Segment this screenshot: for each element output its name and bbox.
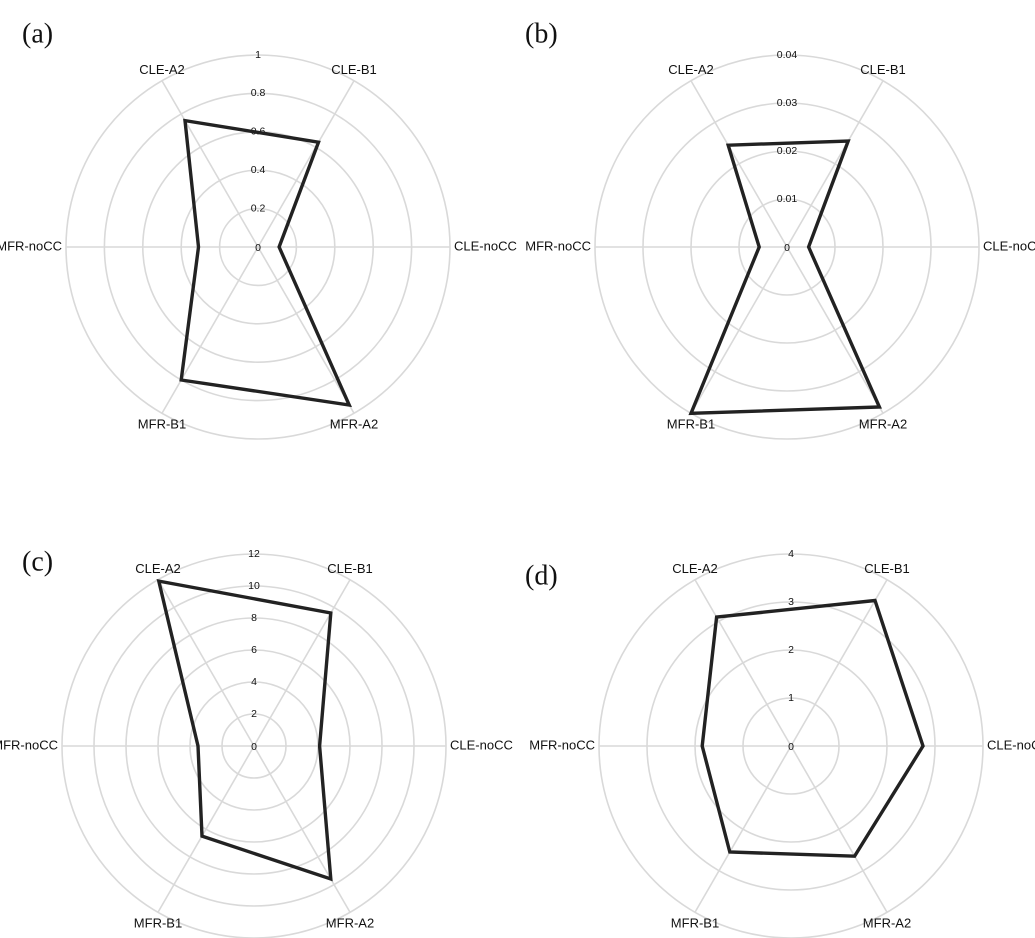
axis-label-cle-a2: CLE-A2 (672, 561, 718, 576)
axis-label-mfr-b1: MFR-B1 (134, 916, 182, 931)
radar-panel: (d) 0 1 2 3 4 CLE-noCC CLE-B1 CLE-A2 MFR-noCC MFR-… (525, 548, 1035, 938)
axis-spoke-mfr-b1 (161, 246, 259, 414)
tick-label: 6 (251, 644, 257, 656)
axis-label-mfr-nocc: MFR-noCC (0, 238, 62, 253)
axis-label-mfr-nocc: MFR-noCC (525, 238, 591, 253)
tick-label: 0 (251, 741, 257, 753)
tick-label: 0 (255, 242, 261, 254)
tick-label: 0.2 (251, 202, 266, 214)
axis-spoke-cle-b1 (790, 579, 888, 747)
axis-spoke-cle-a2 (157, 579, 255, 747)
axis-spoke-cle-b1 (786, 80, 884, 248)
axis-label-cle-b1: CLE-B1 (331, 62, 377, 77)
panel-label: (c) (22, 546, 53, 577)
tick-label: 4 (788, 548, 794, 560)
axis-label-cle-nocc: CLE-noCC (987, 737, 1035, 752)
axis-label-mfr-b1: MFR-B1 (138, 417, 186, 432)
axis-label-cle-b1: CLE-B1 (327, 561, 373, 576)
tick-label: 0.4 (251, 164, 266, 176)
axis-label-mfr-nocc: MFR-noCC (0, 737, 58, 752)
tick-label: 4 (251, 676, 257, 688)
axis-spoke-cle-a2 (690, 80, 788, 248)
axis-label-cle-a2: CLE-A2 (139, 62, 185, 77)
panel-label: (a) (22, 18, 53, 49)
axis-label-mfr-a2: MFR-A2 (859, 417, 907, 432)
series-polygon (156, 578, 333, 882)
tick-label: 0.01 (777, 193, 798, 205)
tick-label: 10 (248, 580, 260, 592)
tick-label: 2 (251, 708, 257, 720)
axis-label-cle-b1: CLE-B1 (860, 62, 906, 77)
series-polygon (179, 118, 353, 408)
axis-label-cle-nocc: CLE-noCC (454, 238, 517, 253)
axis-label-mfr-b1: MFR-B1 (671, 916, 719, 931)
axis-spoke-cle-a2 (694, 579, 792, 747)
tick-label: 0 (784, 242, 790, 254)
axis-spoke-cle-b1 (257, 80, 355, 248)
axis-label-cle-a2: CLE-A2 (668, 62, 714, 77)
axis-spoke-mfr-b1 (157, 745, 255, 913)
axis-spoke-mfr-a2 (253, 745, 351, 913)
panel-label: (d) (525, 560, 558, 591)
axis-label-mfr-a2: MFR-A2 (326, 916, 374, 931)
radar-panel: (c) 0 2 4 6 8 10 12 CLE-noCC CLE-B1 CLE-A2 MFR-noCC… (0, 546, 513, 938)
axis-spoke-cle-b1 (253, 579, 351, 747)
axis-label-cle-a2: CLE-A2 (135, 561, 181, 576)
axis-label-mfr-nocc: MFR-noCC (529, 737, 595, 752)
tick-label: 0.04 (777, 49, 798, 61)
axis-spoke-mfr-b1 (694, 745, 792, 913)
axis-spoke-mfr-b1 (690, 246, 788, 414)
tick-label: 2 (788, 644, 794, 656)
axis-label-mfr-a2: MFR-A2 (863, 916, 911, 931)
radar-panel: (b) 0 0.01 0.02 0.03 0.04 CLE-noCC CLE-B1 CLE-A2… (525, 18, 1035, 440)
tick-label: 1 (255, 49, 261, 61)
axis-spoke-mfr-a2 (257, 246, 355, 414)
tick-label: 0.8 (251, 87, 266, 99)
tick-label: 3 (788, 596, 794, 608)
axis-label-mfr-b1: MFR-B1 (667, 417, 715, 432)
radar-panel: (a)00.20.40.60.81CLE-noCCCLE-B1CLE-A2MFR… (0, 18, 517, 440)
axis-label-cle-nocc: CLE-noCC (983, 238, 1035, 253)
tick-label: 0.03 (777, 97, 798, 109)
tick-label: 12 (248, 548, 260, 560)
series-polygon (700, 598, 925, 858)
panel-label: (b) (525, 18, 558, 49)
axis-spoke-mfr-a2 (786, 246, 884, 414)
axis-label-cle-b1: CLE-B1 (864, 561, 910, 576)
axis-spoke-cle-a2 (161, 80, 259, 248)
series-polygon (688, 139, 882, 416)
axis-spoke-mfr-a2 (790, 745, 888, 913)
axis-label-mfr-a2: MFR-A2 (330, 417, 378, 432)
tick-label: 1 (788, 692, 794, 704)
tick-label: 8 (251, 612, 257, 624)
axis-label-cle-nocc: CLE-noCC (450, 737, 513, 752)
tick-label: 0.02 (777, 145, 798, 157)
tick-label: 0 (788, 741, 794, 753)
radar-panels: (a)00.20.40.60.81CLE-noCCCLE-B1CLE-A2MFR… (0, 18, 1035, 938)
